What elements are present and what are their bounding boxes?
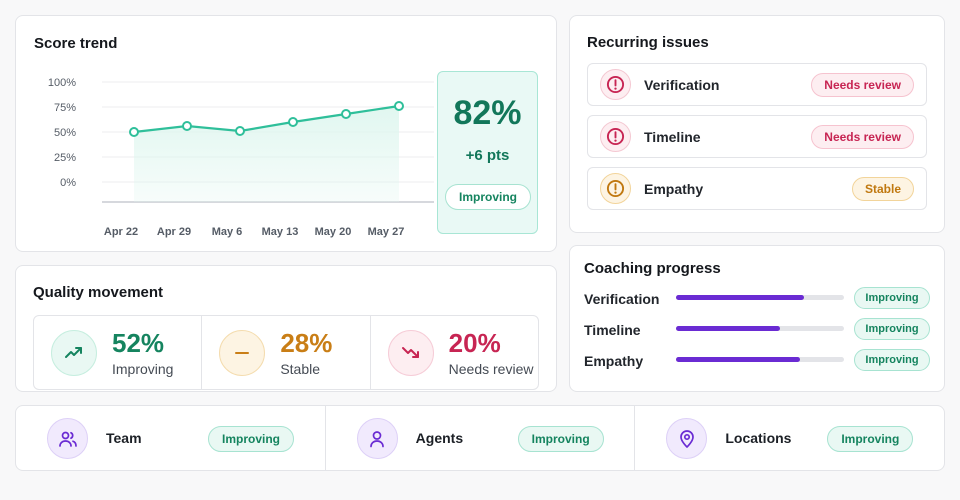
segment-locations[interactable]: Locations Improving: [635, 406, 944, 470]
alert-circle-icon: [600, 173, 631, 204]
alert-circle-icon: [600, 69, 631, 100]
y-tick-label: 25%: [54, 152, 76, 164]
alert-circle-icon: [600, 121, 631, 152]
data-point: [182, 121, 192, 131]
minus-icon: [219, 330, 266, 376]
segment-label: Locations: [725, 430, 792, 446]
coaching-row-verification: Verification Improving: [584, 287, 934, 311]
y-tick-label: 75%: [54, 102, 76, 114]
segment-team[interactable]: Team Improving: [16, 406, 326, 470]
progress-track: [676, 326, 844, 331]
status-badge: Improving: [517, 426, 604, 452]
status-badge: Needs review: [811, 73, 914, 97]
recurring-issues-card: Recurring issues Verification Needs revi…: [569, 15, 945, 233]
status-badge: Improving: [208, 426, 294, 452]
segment-label: Team: [106, 430, 142, 446]
issue-label: Empathy: [644, 181, 704, 197]
status-badge: Improving: [854, 349, 930, 371]
quality-cell-improving: 52% Improving: [34, 316, 203, 389]
quality-label: Stable: [280, 361, 321, 377]
x-tick-label: May 20: [315, 226, 352, 238]
status-badge: Improving: [854, 318, 930, 340]
data-point: [235, 126, 245, 136]
quality-cell-needs-review: 20% Needs review: [371, 316, 538, 389]
series-line: [133, 104, 400, 134]
data-point: [341, 109, 351, 119]
progress-fill: [676, 295, 804, 300]
map-pin-icon: [666, 418, 708, 459]
segment-label: Agents: [415, 430, 464, 446]
data-point: [129, 127, 139, 137]
progress-track: [676, 357, 844, 362]
issue-item-verification[interactable]: Verification Needs review: [587, 63, 927, 106]
coaching-label: Empathy: [584, 353, 644, 369]
status-badge: Stable: [851, 177, 914, 201]
user-icon: [356, 418, 398, 459]
progress-track: [676, 295, 844, 300]
quality-value: 52%: [112, 328, 165, 358]
x-tick-label: Apr 29: [157, 226, 191, 238]
x-tick-label: May 6: [212, 226, 243, 238]
coaching-progress-card: Coaching progress Verification Improving…: [569, 245, 945, 392]
trend-up-icon: [51, 330, 97, 376]
y-tick-label: 0%: [60, 177, 76, 189]
quality-label: Needs review: [448, 361, 534, 377]
issue-label: Verification: [644, 77, 720, 93]
data-point: [288, 117, 298, 127]
quality-value: 20%: [448, 328, 501, 358]
issue-item-timeline[interactable]: Timeline Needs review: [587, 115, 927, 158]
issue-label: Timeline: [644, 129, 701, 145]
y-tick-label: 50%: [54, 127, 76, 139]
users-icon: [47, 418, 88, 459]
coaching-row-timeline: Timeline Improving: [584, 318, 934, 342]
score-kpi-delta: +6 pts: [465, 147, 510, 164]
score-trend-chart: 100% 75% 50% 25% 0% Apr 22 Apr 29 May 6 May 13 Ma…: [48, 77, 434, 238]
quality-movement-card: Quality movement 52% Improving 28% Stabl…: [15, 265, 557, 392]
coaching-progress-title: Coaching progress: [584, 260, 721, 277]
issue-item-empathy[interactable]: Empathy Stable: [587, 167, 927, 210]
series-area: [134, 106, 399, 202]
status-badge: Improving: [854, 287, 930, 309]
score-kpi-panel: 82% +6 pts Improving: [437, 71, 538, 234]
progress-fill: [676, 357, 801, 362]
segments-card: Team Improving Agents Improving Location…: [15, 405, 945, 471]
quality-movement-summary: 52% Improving 28% Stable 20% Needs revie…: [33, 315, 539, 390]
trend-down-icon: [387, 330, 434, 376]
progress-fill: [676, 326, 781, 331]
coaching-row-empathy: Empathy Improving: [584, 349, 934, 373]
x-tick-label: May 27: [368, 226, 405, 238]
score-kpi-value: 82%: [453, 94, 522, 132]
coaching-label: Timeline: [584, 322, 641, 338]
x-tick-label: May 13: [262, 226, 299, 238]
status-badge: Improving: [827, 426, 914, 452]
data-point: [394, 101, 404, 111]
quality-value: 28%: [280, 328, 333, 358]
recurring-issues-title: Recurring issues: [587, 34, 709, 51]
quality-movement-title: Quality movement: [33, 284, 164, 301]
x-tick-label: Apr 22: [104, 226, 138, 238]
quality-label: Improving: [112, 361, 174, 377]
score-trend-title: Score trend: [34, 35, 118, 52]
score-status-badge: Improving: [445, 184, 531, 210]
coaching-label: Verification: [584, 291, 660, 307]
segment-agents[interactable]: Agents Improving: [326, 406, 636, 470]
score-trend-card: Score trend 100% 75% 50% 25% 0% Apr 22 Apr 29 M…: [15, 15, 557, 252]
y-tick-label: 100%: [48, 77, 76, 89]
status-badge: Needs review: [811, 125, 914, 149]
quality-cell-stable: 28% Stable: [202, 316, 371, 389]
